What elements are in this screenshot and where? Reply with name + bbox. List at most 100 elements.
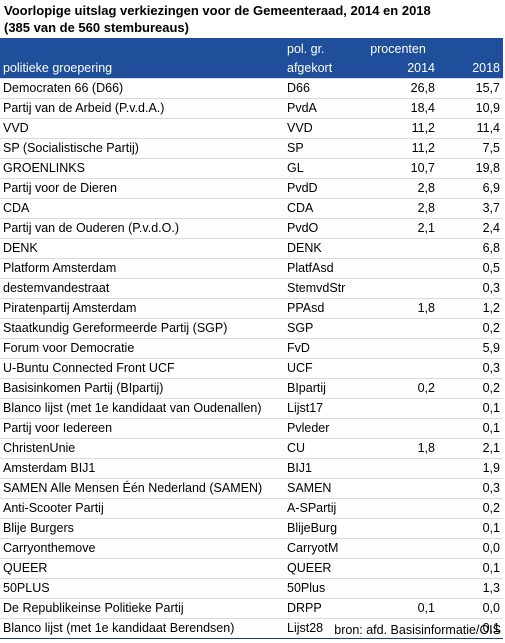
percent-2014-cell — [358, 238, 438, 259]
percent-2018-cell: 5,9 — [438, 338, 503, 359]
percent-2014-cell: 2,8 — [358, 198, 438, 219]
party-abbr-cell: A-SPartij — [284, 498, 358, 519]
header-2018-spacer — [438, 38, 503, 59]
party-abbr-cell: BIJ1 — [284, 458, 358, 479]
percent-2018-cell: 0,3 — [438, 478, 503, 499]
party-name-cell: Blanco lijst (met 1e kandidaat Berendsen… — [0, 618, 284, 639]
party-name-cell: Carryonthemove — [0, 538, 284, 559]
party-abbr-cell: PvdD — [284, 178, 358, 199]
party-abbr-cell: PvdA — [284, 98, 358, 119]
percent-2014-cell — [358, 398, 438, 419]
table-row: Amsterdam BIJ1 BIJ1 1,9 — [0, 458, 503, 479]
party-name-cell: Piratenpartij Amsterdam — [0, 298, 284, 319]
title-line-2: (385 van de 560 stembureaus) — [4, 20, 189, 35]
percent-2018-cell: 0,1 — [438, 418, 503, 439]
percent-2018-cell: 0,3 — [438, 358, 503, 379]
party-name-cell: Platform Amsterdam — [0, 258, 284, 279]
table-row: destemvandestraat StemvdStr 0,3 — [0, 278, 503, 299]
table-row: CDA CDA 2,8 3,7 — [0, 198, 503, 219]
table-row: ChristenUnie CU 1,8 2,1 — [0, 438, 503, 459]
party-abbr-cell: PlatfAsd — [284, 258, 358, 279]
percent-2014-cell: 18,4 — [358, 98, 438, 119]
party-name-cell: Democraten 66 (D66) — [0, 78, 284, 99]
table-row: Carryonthemove CarryotM 0,0 — [0, 538, 503, 559]
party-name-cell: CDA — [0, 198, 284, 219]
table-row: QUEER QUEER 0,1 — [0, 558, 503, 579]
party-abbr-cell: DENK — [284, 238, 358, 259]
percent-2014-cell: 0,2 — [358, 378, 438, 399]
party-name-cell: QUEER — [0, 558, 284, 579]
party-name-cell: Anti-Scooter Partij — [0, 498, 284, 519]
percent-2018-cell: 0,2 — [438, 498, 503, 519]
table-row: Blije Burgers BlijeBurg 0,1 — [0, 518, 503, 539]
party-name-cell: VVD — [0, 118, 284, 139]
party-name-cell: De Republikeinse Politieke Partij — [0, 598, 284, 619]
table-row: Anti-Scooter Partij A-SPartij 0,2 — [0, 498, 503, 519]
party-name-cell: Blanco lijst (met 1e kandidaat van Ouden… — [0, 398, 284, 419]
party-abbr-cell: Lijst28 — [284, 618, 358, 639]
percent-2014-cell: 11,2 — [358, 138, 438, 159]
percent-2018-cell: 1,2 — [438, 298, 503, 319]
table-row: SP (Socialistische Partij) SP 11,2 7,5 — [0, 138, 503, 159]
table-row: Blanco lijst (met 1e kandidaat Berendsen… — [0, 618, 503, 639]
party-name-cell: Staatkundig Gereformeerde Partij (SGP) — [0, 318, 284, 339]
header-2014: 2014 — [358, 59, 438, 79]
header-abbr-line-1: pol. gr. — [284, 38, 358, 59]
percent-2018-cell: 0,2 — [438, 318, 503, 339]
party-name-cell: DENK — [0, 238, 284, 259]
party-abbr-cell: FvD — [284, 338, 358, 359]
table-row: SAMEN Alle Mensen Één Nederland (SAMEN) S… — [0, 478, 503, 499]
party-abbr-cell: QUEER — [284, 558, 358, 579]
percent-2018-cell: 6,8 — [438, 238, 503, 259]
percent-2018-cell: 0,5 — [438, 258, 503, 279]
party-name-cell: Basisinkomen Partij (BIpartij) — [0, 378, 284, 399]
party-abbr-cell: BlijeBurg — [284, 518, 358, 539]
party-abbr-cell: DRPP — [284, 598, 358, 619]
percent-2018-cell: 0,1 — [438, 518, 503, 539]
percent-2014-cell — [358, 518, 438, 539]
table-row: Piratenpartij Amsterdam PPAsd 1,8 1,2 — [0, 298, 503, 319]
party-abbr-cell: BIpartij — [284, 378, 358, 399]
party-name-cell: Partij voor Iedereen — [0, 418, 284, 439]
table-row: Partij van de Arbeid (P.v.d.A.) PvdA 18,4 1… — [0, 98, 503, 119]
party-name-cell: Partij van de Ouderen (P.v.d.O.) — [0, 218, 284, 239]
percent-2018-cell: 15,7 — [438, 78, 503, 99]
percent-2014-cell: 1,8 — [358, 298, 438, 319]
table-body: Democraten 66 (D66) D66 26,8 15,7 Partij van… — [0, 78, 503, 639]
percent-2014-cell — [358, 558, 438, 579]
header-party-spacer — [0, 38, 284, 59]
percent-2018-cell: 3,7 — [438, 198, 503, 219]
percent-2018-cell: 0,1 — [438, 558, 503, 579]
percent-2018-cell: 1,3 — [438, 578, 503, 599]
table-row: 50PLUS 50Plus 1,3 — [0, 578, 503, 599]
percent-2014-cell: 2,1 — [358, 218, 438, 239]
percent-2014-cell: 0,1 — [358, 598, 438, 619]
party-abbr-cell: CU — [284, 438, 358, 459]
results-table: pol. gr. procenten politieke groepering … — [0, 38, 503, 639]
percent-2014-cell: 1,8 — [358, 438, 438, 459]
percent-2014-cell — [358, 478, 438, 499]
party-name-cell: destemvandestraat — [0, 278, 284, 299]
table-row: U-Buntu Connected Front UCF UCF 0,3 — [0, 358, 503, 379]
table-row: Democraten 66 (D66) D66 26,8 15,7 — [0, 78, 503, 99]
percent-2018-cell: 1,9 — [438, 458, 503, 479]
percent-2014-cell — [358, 618, 438, 639]
party-name-cell: Forum voor Democratie — [0, 338, 284, 359]
percent-2018-cell: 0,0 — [438, 538, 503, 559]
percent-2018-cell: 0,3 — [438, 278, 503, 299]
party-abbr-cell: VVD — [284, 118, 358, 139]
header-2018: 2018 — [438, 59, 503, 79]
percent-2014-cell — [358, 538, 438, 559]
table-row: Partij van de Ouderen (P.v.d.O.) PvdO 2,1 2… — [0, 218, 503, 239]
table-header: pol. gr. procenten politieke groepering … — [0, 38, 503, 79]
header-party: politieke groepering — [0, 59, 284, 79]
percent-2018-cell: 0,1 — [438, 398, 503, 419]
party-name-cell: SAMEN Alle Mensen Één Nederland (SAMEN) — [0, 478, 284, 499]
percent-2018-cell: 2,1 — [438, 438, 503, 459]
percent-2014-cell — [358, 278, 438, 299]
table-row: VVD VVD 11,2 11,4 — [0, 118, 503, 139]
party-name-cell: Blije Burgers — [0, 518, 284, 539]
party-abbr-cell: 50Plus — [284, 578, 358, 599]
party-abbr-cell: StemvdStr — [284, 278, 358, 299]
percent-2018-cell: 19,8 — [438, 158, 503, 179]
